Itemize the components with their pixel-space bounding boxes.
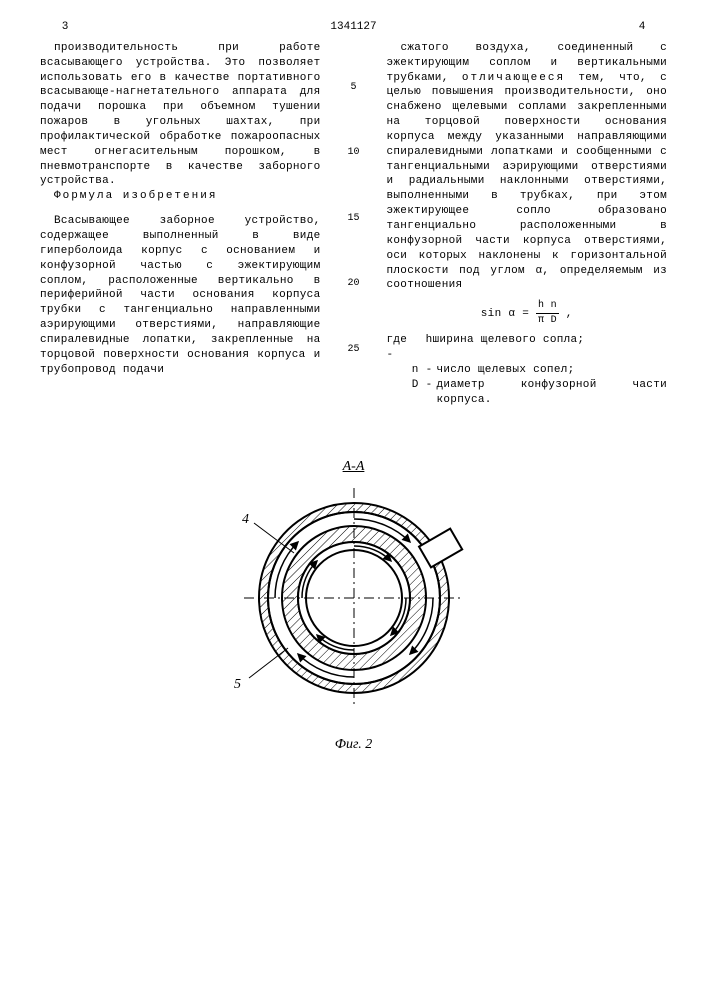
line-number: 20 [347, 277, 359, 291]
left-para-2: Всасывающее заборное устройство, содержа… [40, 214, 321, 377]
ref-label-5: 5 [234, 677, 241, 692]
figure-caption: Фиг. 2 [40, 736, 667, 755]
header: 3 1341127 4 [40, 20, 667, 35]
text-columns: производительность при работе всасывающе… [40, 41, 667, 409]
where-label: где h - [387, 333, 433, 363]
where-label: n - [387, 363, 437, 378]
patent-page: 3 1341127 4 производительность при работ… [0, 0, 707, 1000]
where-item: D - диаметр конфузорной части корпуса. [387, 378, 668, 408]
page-number-right: 4 [617, 20, 667, 35]
fraction-denominator: π D [536, 314, 559, 328]
where-item: где h - ширина щелевого сопла; [387, 333, 668, 363]
emphasized-text: отличающееся [462, 72, 565, 84]
left-para-1: производительность при работе всасывающе… [40, 41, 321, 189]
right-column: сжатого воздуха, соединенный с эжектирую… [387, 41, 668, 409]
cross-section-diagram: 4 5 [204, 468, 504, 728]
line-number: 10 [347, 146, 359, 160]
line-number: 25 [347, 343, 359, 357]
where-text: диаметр конфузорной части корпуса. [437, 378, 668, 408]
formula-title: Формула изобретения [40, 189, 321, 204]
line-number: 5 [350, 81, 356, 95]
document-number: 1341127 [330, 20, 376, 35]
left-column: производительность при работе всасывающе… [40, 41, 321, 409]
right-para-1: сжатого воздуха, соединенный с эжектирую… [387, 41, 668, 293]
equation-lhs: sin α = [481, 308, 536, 320]
equation: sin α = h nπ D , [387, 299, 668, 327]
where-text: ширина щелевого сопла; [433, 333, 585, 363]
line-number: 15 [347, 212, 359, 226]
line-number-gutter: 5 10 15 20 25 [345, 41, 363, 409]
text-run: тем, что, с целью повышения производител… [387, 72, 668, 292]
section-label: А-А [343, 458, 365, 477]
where-item: n - число щелевых сопел; [387, 363, 668, 378]
page-number-left: 3 [40, 20, 90, 35]
equation-rhs: , [559, 308, 573, 320]
where-list: где h - ширина щелевого сопла; n - число… [387, 333, 668, 407]
where-text: число щелевых сопел; [437, 363, 575, 378]
ref-label-4: 4 [242, 512, 249, 527]
equation-fraction: h nπ D [536, 299, 559, 327]
where-label: D - [387, 378, 437, 408]
figure: А-А [40, 468, 667, 755]
fraction-numerator: h n [536, 299, 559, 314]
